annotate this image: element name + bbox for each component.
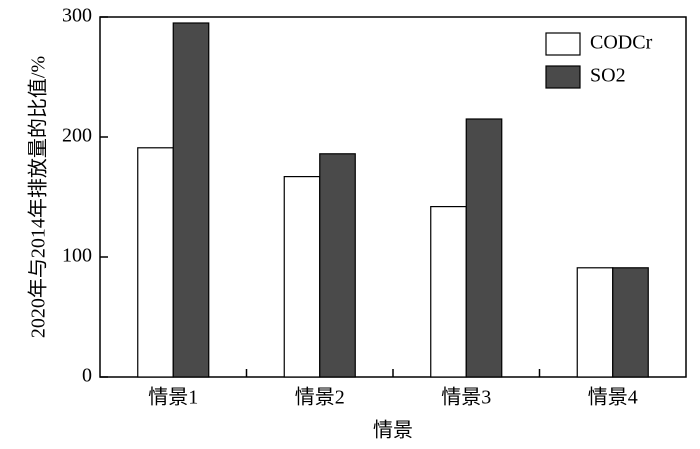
bar <box>283 176 321 378</box>
bar <box>576 267 614 378</box>
x-tick-label: 情景2 <box>295 386 345 409</box>
x-tick-label: 情景4 <box>588 386 638 409</box>
x-tick-label: 情景3 <box>441 386 491 409</box>
x-axis-label: 情景 <box>373 419 413 442</box>
bar <box>137 147 174 378</box>
legend-label: CODCr <box>590 32 653 54</box>
y-tick-label: 0 <box>82 365 92 387</box>
legend-swatch <box>545 32 581 56</box>
legend-label: SO2 <box>590 65 626 87</box>
y-tick-label: 300 <box>62 5 92 27</box>
legend-swatch <box>545 65 581 89</box>
bar <box>319 153 356 378</box>
bar <box>430 206 467 378</box>
y-axis-label: 2020年与2014年排放量的比值/% <box>27 56 50 338</box>
y-tick-label: 200 <box>62 125 92 147</box>
x-tick-label: 情景1 <box>148 386 198 409</box>
bar <box>612 267 649 378</box>
bar <box>172 22 210 378</box>
bar <box>465 118 503 378</box>
y-tick-label: 100 <box>62 245 92 267</box>
